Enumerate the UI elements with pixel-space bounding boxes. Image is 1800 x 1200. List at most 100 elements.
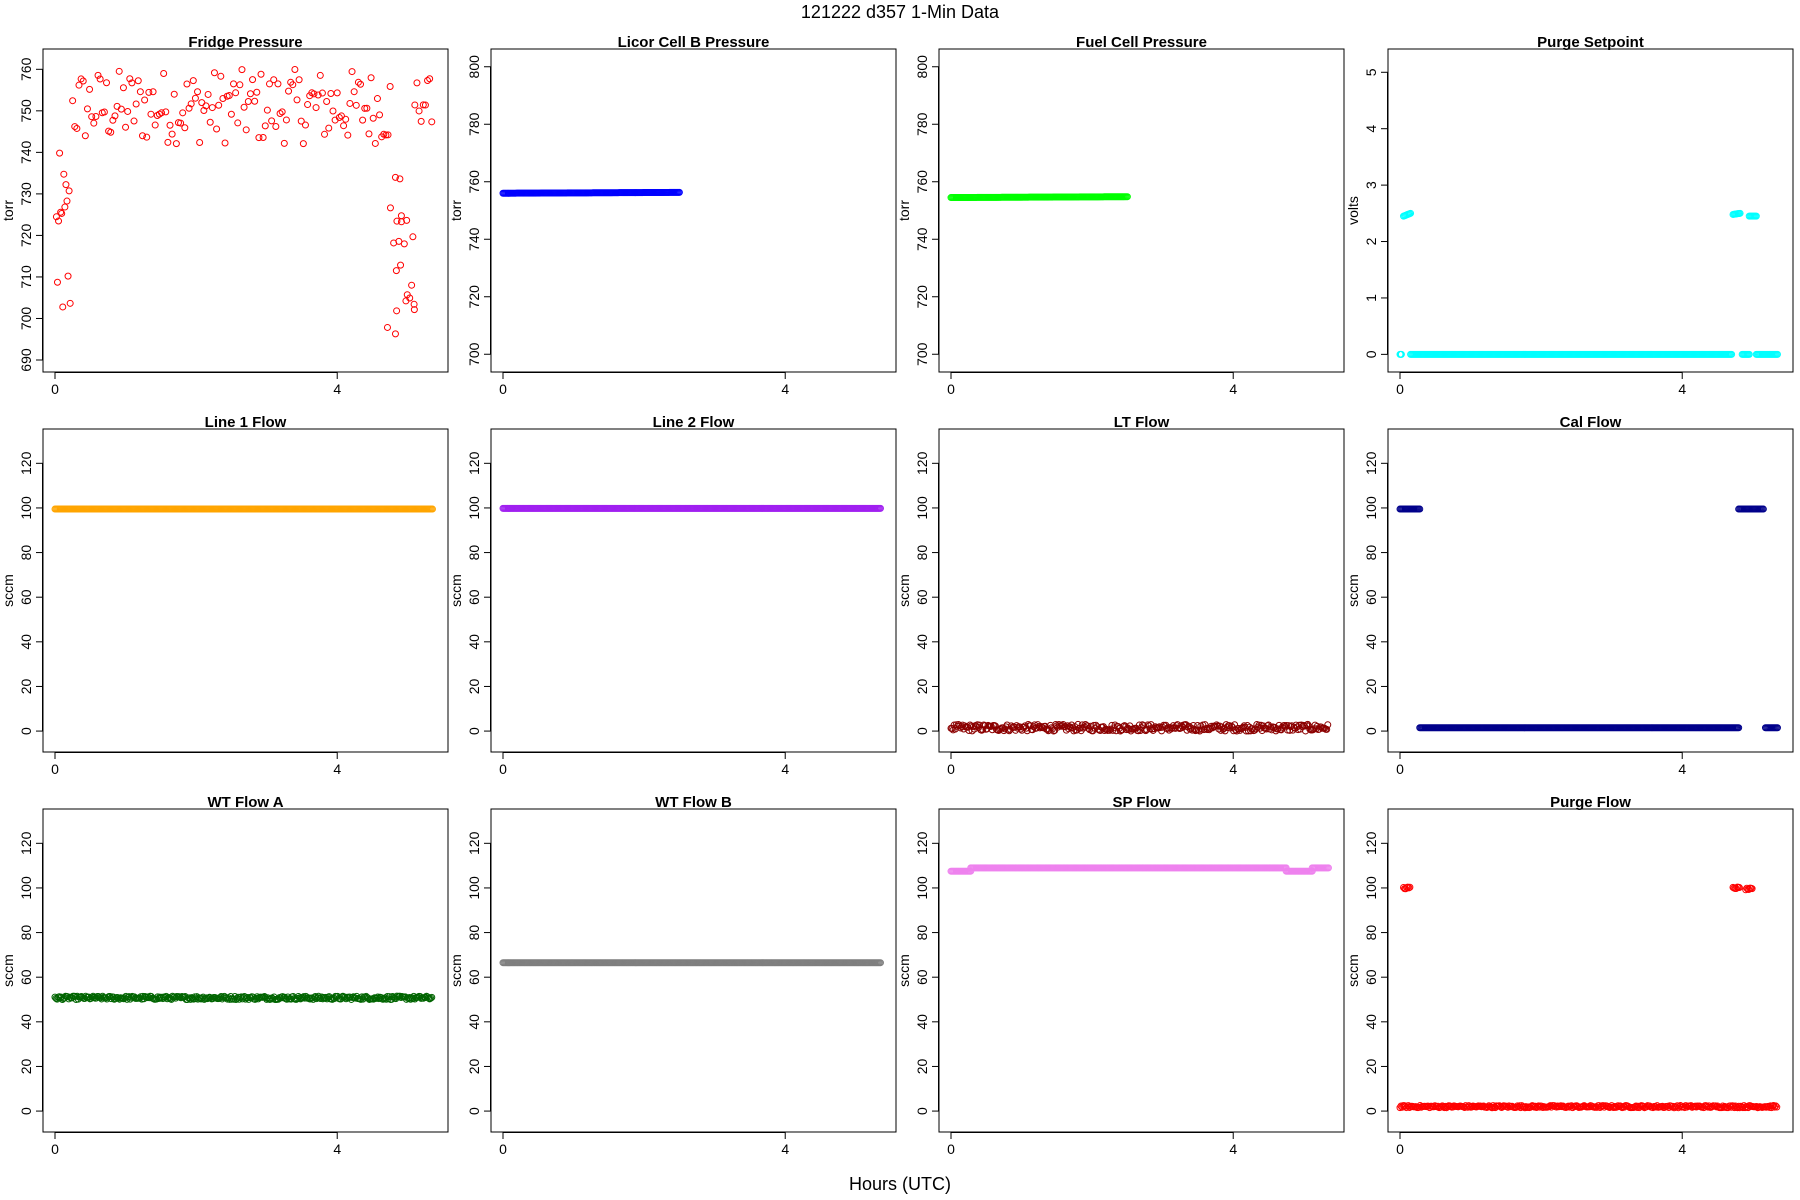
- data-point: [272, 123, 280, 131]
- data-point: [359, 116, 367, 124]
- data-point: [103, 79, 111, 87]
- y-tick-label: 80: [18, 925, 34, 941]
- panel-title: Line 1 Flow: [205, 414, 287, 431]
- data-point: [158, 109, 166, 117]
- data-point: [1078, 721, 1086, 729]
- data-point: [151, 121, 159, 129]
- data-point: [244, 98, 252, 106]
- x-tick-label: 4: [1229, 1141, 1237, 1157]
- data-point: [1074, 720, 1082, 728]
- plot-frame: [42, 808, 449, 1133]
- y-tick-label: 60: [914, 589, 930, 605]
- data-point: [333, 89, 341, 97]
- y-axis-label: sccm: [0, 954, 16, 987]
- data-points: [1396, 505, 1781, 732]
- data-point: [376, 111, 384, 119]
- data-point: [236, 81, 244, 89]
- data-point: [1735, 724, 1743, 732]
- data-point: [147, 110, 155, 118]
- y-axis-label: sccm: [1345, 954, 1361, 987]
- data-point: [138, 132, 146, 140]
- data-point: [202, 102, 210, 110]
- data-point: [426, 995, 434, 1003]
- data-point: [246, 90, 254, 98]
- data-point: [428, 993, 436, 1001]
- y-tick-label: 0: [1363, 1107, 1379, 1115]
- data-point: [234, 119, 242, 127]
- data-point: [1123, 193, 1131, 201]
- data-point: [1155, 723, 1163, 731]
- data-point: [1773, 724, 1781, 732]
- y-tick-label: 80: [914, 925, 930, 941]
- data-point: [386, 83, 394, 90]
- data-point: [265, 80, 273, 88]
- chart-panel: WT Flow B 0 20 40 60 80 100 120 sccm 0 4: [448, 794, 897, 1157]
- y-tick-label: 3: [1363, 181, 1379, 189]
- data-point: [274, 80, 282, 88]
- data-point: [299, 140, 307, 148]
- chart-panel: Cal Flow 0 20 40 60 80 100 120 sccm 0 4: [1345, 414, 1794, 777]
- y-tick-label: 760: [466, 170, 482, 194]
- data-point: [259, 134, 267, 142]
- data-point: [348, 68, 356, 76]
- y-tick-label: 710: [18, 265, 34, 289]
- data-point: [1766, 1102, 1774, 1110]
- data-point: [393, 307, 401, 315]
- panel-title: Purge Setpoint: [1537, 34, 1644, 51]
- data-point: [1630, 1103, 1638, 1111]
- y-tick-label: 0: [18, 727, 34, 735]
- data-point: [1280, 721, 1288, 729]
- data-point: [160, 69, 168, 77]
- data-point: [172, 140, 180, 148]
- data-point: [1752, 212, 1760, 220]
- data-point: [64, 272, 72, 280]
- data-point: [164, 138, 172, 146]
- data-point: [1265, 721, 1272, 729]
- data-point: [1653, 1102, 1661, 1110]
- data-point: [1728, 350, 1736, 358]
- plot-frame: [938, 428, 1345, 753]
- data-point: [177, 119, 185, 127]
- y-tick-label: 0: [1363, 727, 1379, 735]
- data-point: [1050, 727, 1058, 735]
- data-point: [1773, 1103, 1781, 1111]
- y-tick-label: 120: [18, 831, 34, 855]
- chart-panel: Purge Flow 0 20 40 60 80 100 120 sccm 0 4: [1345, 794, 1794, 1157]
- y-axis-label: sccm: [1345, 574, 1361, 607]
- y-tick-label: 5: [1363, 68, 1379, 76]
- data-point: [96, 75, 104, 83]
- data-point: [221, 139, 229, 147]
- data-point: [991, 722, 999, 730]
- y-axis-label: torr: [448, 200, 464, 221]
- data-points: [499, 504, 884, 512]
- data-point: [1323, 725, 1331, 733]
- y-tick-label: 20: [18, 678, 34, 694]
- x-tick-label: 0: [51, 1141, 59, 1157]
- panel-title: Fuel Cell Pressure: [1076, 34, 1207, 51]
- y-tick-label: 80: [1363, 545, 1379, 561]
- data-point: [117, 105, 125, 113]
- y-tick-label: 0: [1363, 350, 1379, 358]
- data-point: [395, 237, 403, 245]
- data-point: [415, 107, 423, 115]
- plot-frame: [42, 428, 449, 753]
- data-point: [397, 212, 405, 220]
- data-point: [263, 106, 271, 114]
- y-tick-label: 700: [914, 342, 930, 366]
- data-point: [100, 108, 108, 116]
- data-point: [346, 99, 354, 107]
- data-points: [1396, 883, 1781, 1112]
- data-point: [384, 131, 392, 139]
- data-point: [979, 726, 987, 734]
- data-point: [1144, 721, 1152, 729]
- data-point: [206, 118, 214, 126]
- plot-frame: [490, 808, 897, 1133]
- data-point: [69, 97, 77, 105]
- data-point: [310, 90, 318, 98]
- plot-frame: [938, 808, 1345, 1133]
- data-point: [204, 90, 212, 98]
- data-point: [403, 216, 411, 224]
- data-point: [119, 84, 127, 92]
- y-tick-label: 20: [914, 1058, 930, 1074]
- y-tick-label: 100: [1363, 496, 1379, 520]
